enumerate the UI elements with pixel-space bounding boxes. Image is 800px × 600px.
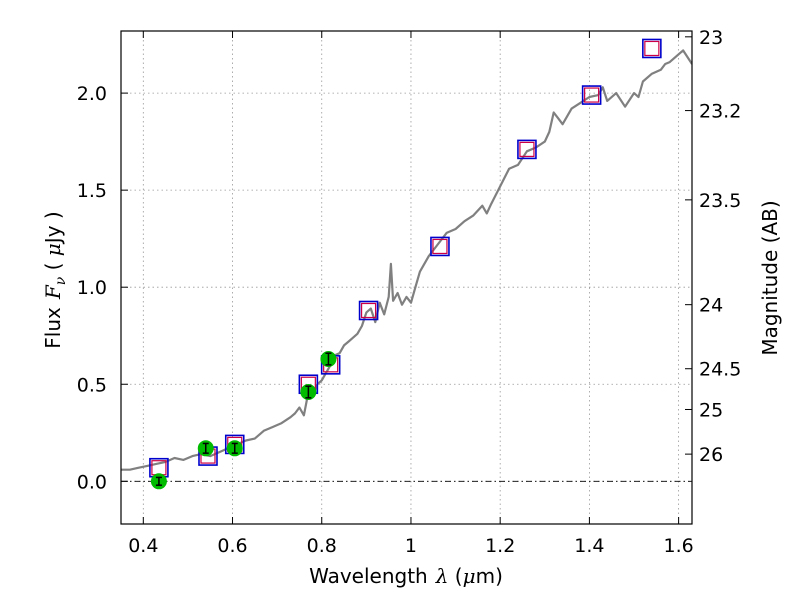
y2-axis-title: Magnitude (AB): [758, 200, 782, 355]
x-tick-label: 0.4: [128, 535, 158, 557]
y2-tick-label: 24: [699, 295, 723, 317]
axis-ticks: 0.4 0.6 0.8 1 1.2 1.4 1.6 0.0 0.5 1.0 1.5 2.0 23 23.2…: [77, 27, 742, 557]
y2-tick-label: 24.5: [699, 359, 741, 381]
y-tick-label: 0.5: [77, 374, 107, 396]
model-box: [430, 236, 450, 257]
spectrum-layer: [121, 49, 692, 471]
y2-tick-label: 25: [699, 399, 723, 421]
model-box-inner: [360, 302, 377, 319]
x-tick-label: 1.4: [574, 535, 604, 557]
y2-tick-label: 23: [699, 27, 723, 49]
model-box-inner: [519, 141, 535, 157]
model-box-inner: [644, 40, 660, 57]
model-box-inner: [432, 238, 448, 255]
y-axis-title: FluxFν ( μJy ): [41, 211, 69, 348]
x-tick-label: 1.2: [485, 535, 515, 557]
y-tick-label: 1.0: [77, 277, 107, 299]
y2-tick-label: 23.5: [699, 190, 741, 212]
model-box-inner: [584, 87, 600, 103]
y-tick-label: 2.0: [77, 83, 107, 105]
x-tick-label: 0.6: [217, 535, 247, 557]
x-tick-label: 1.6: [664, 535, 694, 557]
spectrum-line: [121, 49, 692, 471]
model-box: [358, 300, 379, 321]
y2-tick-label: 26: [699, 444, 723, 466]
observed-points-layer: [150, 351, 337, 490]
y2-tick-label: 23.2: [699, 101, 741, 123]
y-tick-label: 0.0: [77, 471, 107, 493]
plot-frame: [120, 30, 693, 525]
model-box: [642, 38, 662, 59]
x-tick-label: 0.8: [307, 535, 337, 557]
model-box: [581, 85, 602, 105]
model-box: [517, 139, 537, 160]
x-tick-label: 1: [405, 535, 417, 557]
x-axis-title: Wavelength λ (μm): [309, 564, 503, 588]
y-tick-label: 1.5: [77, 180, 107, 202]
